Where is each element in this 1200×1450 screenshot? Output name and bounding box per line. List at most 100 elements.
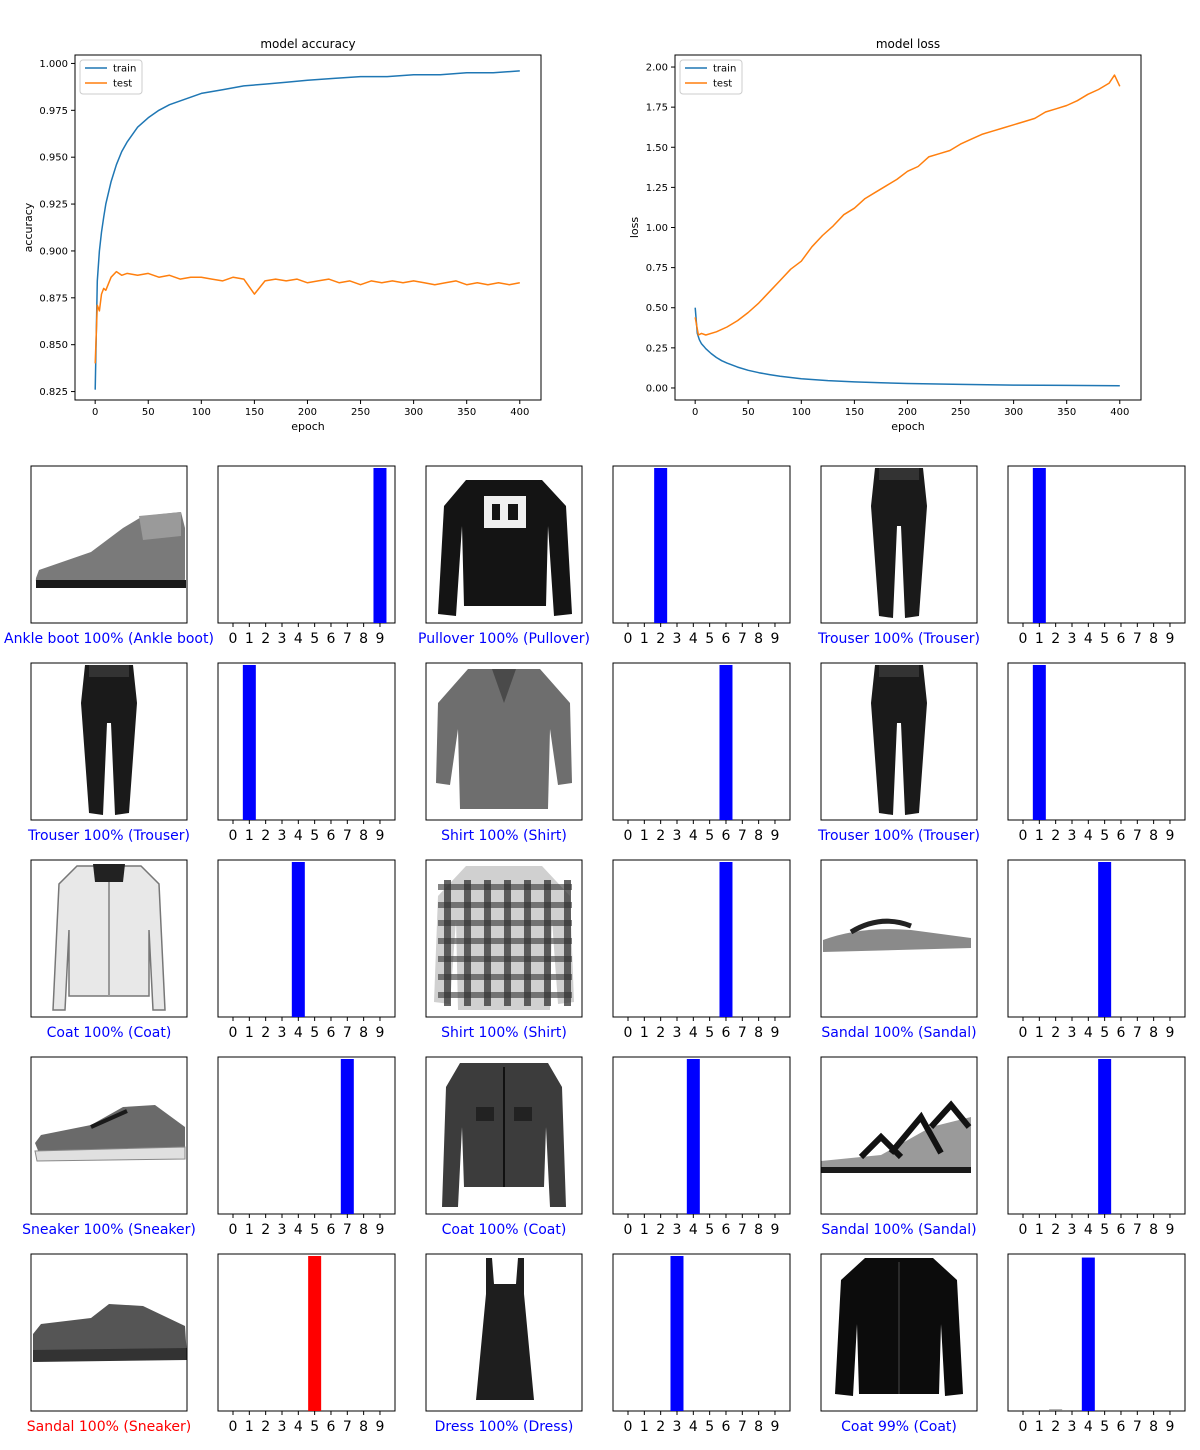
x-tick-label: 350 — [1057, 407, 1076, 418]
class-tick-label: 7 — [343, 1419, 352, 1435]
grid-cell: Shirt 100% (Shirt) 0 1 2 3 4 5 6 7 8 9 — [425, 859, 791, 1041]
class-tick-label: 6 — [327, 1419, 336, 1435]
class-tick-label: 7 — [738, 631, 747, 647]
class-tick-label: 8 — [1149, 828, 1158, 844]
class-tick-label: 5 — [310, 1222, 319, 1238]
prob-bar — [291, 862, 305, 1017]
class-tick-label: 1 — [640, 828, 649, 844]
prob-bar — [1098, 1059, 1112, 1214]
class-tick-label: 3 — [278, 1025, 287, 1041]
class-tick-label: 9 — [771, 1025, 780, 1041]
x-tick-label: 150 — [845, 407, 864, 418]
class-tick-label: 3 — [673, 631, 682, 647]
prediction-caption: Shirt 100% (Shirt) — [441, 828, 567, 844]
class-tick-label: 0 — [229, 828, 238, 844]
class-tick-label: 5 — [705, 1419, 714, 1435]
prediction-caption: Trouser 100% (Trouser) — [817, 828, 980, 844]
class-tick-label: 9 — [376, 631, 385, 647]
icon-shape — [438, 956, 572, 962]
class-tick-label: 7 — [1133, 828, 1142, 844]
icon-shape — [879, 665, 919, 677]
prob-bar — [1098, 862, 1112, 1017]
prob-bar — [340, 1059, 354, 1214]
class-tick-label: 2 — [1051, 1025, 1060, 1041]
x-tick-label: 50 — [742, 407, 755, 418]
class-tick-label: 8 — [359, 631, 368, 647]
class-tick-label: 2 — [656, 631, 665, 647]
class-tick-label: 1 — [1035, 828, 1044, 844]
icon-shape — [438, 938, 572, 944]
grid-cell: Ankle boot 100% (Ankle boot) 0 1 2 3 4 5 6 7 8 9 — [4, 465, 396, 647]
series-line-train — [694, 307, 1120, 387]
class-tick-label: 7 — [343, 631, 352, 647]
prob-bar — [1032, 665, 1046, 820]
class-tick-label: 3 — [278, 631, 287, 647]
grid-cell: Pullover 100% (Pullover) 0 1 2 3 4 5 6 7 8 9 — [418, 465, 791, 647]
trouser-icon — [871, 468, 927, 618]
x-tick-label: 300 — [404, 407, 423, 418]
class-tick-label: 9 — [376, 1419, 385, 1435]
class-tick-label: 8 — [754, 631, 763, 647]
prediction-caption: Ankle boot 100% (Ankle boot) — [4, 631, 214, 647]
class-tick-label: 7 — [343, 828, 352, 844]
class-tick-label: 9 — [376, 1222, 385, 1238]
icon-shape — [93, 864, 125, 882]
icon-shape — [34, 1146, 186, 1162]
prob-axes-frame — [1007, 1056, 1186, 1215]
grid-cell: Sandal 100% (Sneaker) 0 1 2 3 4 5 6 7 8 9 — [27, 1253, 396, 1435]
class-tick-label: 1 — [1035, 1222, 1044, 1238]
icon-shape — [81, 665, 137, 815]
prob-axes-frame — [612, 465, 791, 624]
prob-bar — [242, 665, 256, 820]
class-tick-label: 1 — [640, 1419, 649, 1435]
y-tick-label: 0.00 — [646, 383, 668, 394]
image-panel-frame — [820, 662, 978, 821]
y-tick-label: 1.000 — [39, 59, 68, 70]
class-tick-label: 4 — [294, 1222, 303, 1238]
class-tick-label: 8 — [1149, 1222, 1158, 1238]
y-axis-label: accuracy — [22, 202, 35, 252]
class-tick-label: 2 — [261, 1419, 270, 1435]
class-tick-label: 2 — [656, 1025, 665, 1041]
class-tick-label: 8 — [1149, 1025, 1158, 1041]
prediction-caption: Coat 100% (Coat) — [47, 1025, 172, 1041]
image-panel-frame — [425, 1056, 583, 1215]
legend: train test — [79, 59, 143, 95]
prediction-caption: Trouser 100% (Trouser) — [817, 631, 980, 647]
class-tick-label: 4 — [689, 1025, 698, 1041]
class-tick-label: 3 — [1068, 1222, 1077, 1238]
grid-cell: Shirt 100% (Shirt) 0 1 2 3 4 5 6 7 8 9 — [425, 662, 791, 844]
icon-shape — [476, 1258, 534, 1400]
class-tick-label: 3 — [1068, 1025, 1077, 1041]
legend-label-train: train — [113, 64, 136, 75]
class-tick-label: 5 — [1100, 1419, 1109, 1435]
class-tick-label: 2 — [261, 1222, 270, 1238]
class-tick-label: 1 — [245, 1025, 254, 1041]
prediction-caption: Sandal 100% (Sandal) — [821, 1222, 976, 1238]
class-tick-label: 5 — [705, 828, 714, 844]
x-tick-label: 350 — [457, 407, 476, 418]
prob-bar — [719, 862, 733, 1017]
image-panel-frame — [425, 859, 583, 1018]
class-tick-label: 1 — [640, 631, 649, 647]
icon-shape — [514, 1107, 532, 1121]
class-tick-label: 3 — [278, 1419, 287, 1435]
class-tick-label: 3 — [1068, 631, 1077, 647]
prob-axes-frame — [612, 662, 791, 821]
class-tick-label: 1 — [1035, 1025, 1044, 1041]
icon-shape — [89, 665, 129, 677]
class-tick-label: 7 — [343, 1222, 352, 1238]
class-tick-label: 8 — [359, 828, 368, 844]
class-tick-label: 5 — [1100, 1222, 1109, 1238]
prob-axes-frame — [217, 859, 396, 1018]
class-tick-label: 4 — [689, 828, 698, 844]
class-tick-label: 0 — [624, 1222, 633, 1238]
prediction-caption: Coat 100% (Coat) — [442, 1222, 567, 1238]
grid-cell: Dress 100% (Dress) 0 1 2 3 4 5 6 7 8 9 — [425, 1253, 791, 1435]
class-tick-label: 0 — [229, 1222, 238, 1238]
class-tick-label: 0 — [624, 828, 633, 844]
class-tick-label: 9 — [771, 631, 780, 647]
class-tick-label: 0 — [229, 1419, 238, 1435]
legend-label-test: test — [713, 79, 732, 90]
y-tick-label: 1.25 — [646, 183, 668, 194]
